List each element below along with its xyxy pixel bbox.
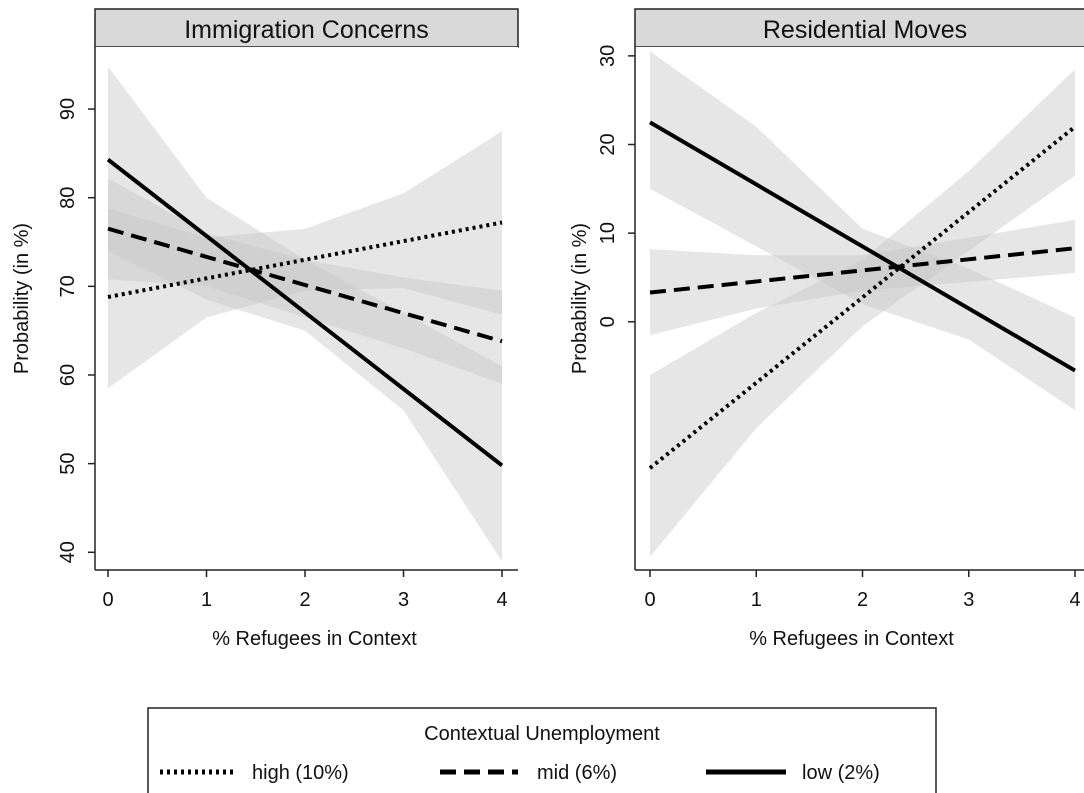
y-tick-label: 20	[597, 133, 619, 155]
y-tick-label: 80	[57, 187, 79, 209]
series-line-solid	[648, 120, 1077, 373]
y-tick-label: 0	[597, 316, 619, 327]
panel-strip	[634, 8, 1084, 48]
x-tick-label: 4	[1069, 589, 1080, 611]
plot-area	[95, 47, 518, 570]
x-tick-label: 0	[102, 589, 113, 611]
confidence-band-dotted	[650, 69, 1075, 557]
plot-area	[635, 47, 1084, 570]
y-axis-title: Probability (in %)	[11, 223, 33, 374]
x-tick-label: 1	[751, 589, 762, 611]
y-tick-label: 30	[597, 45, 619, 67]
legend: Contextual Unemployment high (10%) mid (…	[147, 707, 937, 793]
legend-label-high: high (10%)	[252, 762, 349, 784]
y-tick-label: 70	[57, 275, 79, 297]
confidence-band-dashed	[108, 178, 502, 384]
panel-residential-moves: Residential Moves 0 1 2 3 4 0 10 20 30 % Refugees …	[569, 8, 1084, 650]
x-tick-label: 3	[963, 589, 974, 611]
legend-label-mid: mid (6%)	[537, 762, 617, 784]
x-tick-label: 3	[398, 589, 409, 611]
y-tick-label: 10	[597, 222, 619, 244]
series-line-dashed	[107, 226, 503, 344]
plot-layer	[648, 51, 1077, 557]
x-tick-label: 2	[299, 589, 310, 611]
panel-immigration-concerns: Immigration Concerns 0 1 2 3 4 40 50 60 70 80 90 % R…	[11, 8, 519, 650]
panel-strip	[94, 8, 519, 48]
plot-layer	[106, 66, 504, 562]
legend-box	[147, 707, 937, 793]
panel-title: Immigration Concerns	[184, 16, 429, 44]
x-tick-label: 2	[857, 589, 868, 611]
y-tick-label: 60	[57, 364, 79, 386]
series-line-solid	[106, 157, 504, 467]
x-axis-title: % Refugees in Context	[212, 628, 417, 650]
x-tick-label: 1	[201, 589, 212, 611]
y-tick-label: 90	[57, 98, 79, 120]
x-tick-label: 0	[644, 589, 655, 611]
confidence-band-dashed	[650, 219, 1075, 336]
x-tick-label: 4	[496, 589, 507, 611]
y-axis-title: Probability (in %)	[569, 223, 591, 374]
legend-label-low: low (2%)	[802, 762, 880, 784]
legend-title: Contextual Unemployment	[424, 723, 660, 745]
y-tick-label: 50	[57, 453, 79, 475]
confidence-band-dotted	[108, 131, 502, 389]
confidence-band-solid	[650, 51, 1075, 411]
y-tick-label: 40	[57, 541, 79, 563]
x-axis-title: % Refugees in Context	[749, 628, 954, 650]
panel-title: Residential Moves	[763, 16, 967, 44]
